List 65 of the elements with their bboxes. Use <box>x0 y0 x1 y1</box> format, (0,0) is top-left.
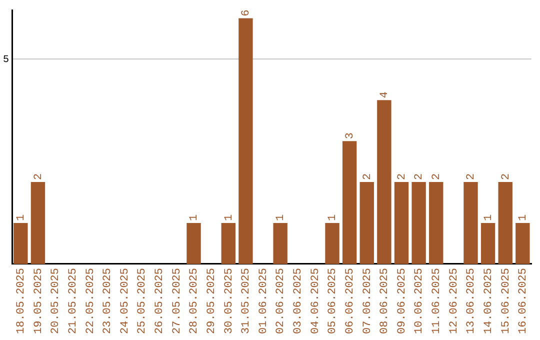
x-tick-label: 20.05.2025 <box>50 268 62 334</box>
x-tick-label: 02.06.2025 <box>275 268 288 334</box>
x-tick-label: 22.05.2025 <box>84 268 97 334</box>
x-tick-label: 08.06.2025 <box>379 268 392 334</box>
data-label: 2 <box>32 173 45 180</box>
bar <box>429 182 444 264</box>
data-label: 1 <box>275 214 288 222</box>
data-label: 2 <box>396 173 408 180</box>
data-label: 2 <box>414 173 426 180</box>
bar <box>30 182 46 264</box>
bar <box>412 182 426 264</box>
x-tick-label: 27.05.2025 <box>171 268 184 334</box>
data-label: 3 <box>344 132 356 140</box>
data-label: 1 <box>16 214 28 222</box>
data-label: 6 <box>240 10 253 16</box>
bar <box>377 100 392 264</box>
data-label: 1 <box>518 214 530 222</box>
x-tick-label: 30.05.2025 <box>223 268 236 334</box>
bar <box>480 223 496 264</box>
x-tick-label: 15.06.2025 <box>500 268 512 334</box>
x-tick-label: 18.05.2025 <box>16 268 28 334</box>
x-tick-label: 04.06.2025 <box>310 268 322 334</box>
x-tick-label: 10.06.2025 <box>414 268 426 334</box>
data-label: 2 <box>362 173 374 180</box>
x-tick-label: 24.05.2025 <box>119 268 132 334</box>
bar <box>14 223 28 264</box>
x-tick-label: 11.06.2025 <box>431 268 444 334</box>
data-label: 1 <box>482 214 495 222</box>
x-tick-label: 29.05.2025 <box>206 268 218 334</box>
data-label: 2 <box>431 173 444 180</box>
bar <box>221 223 236 264</box>
x-tick-label: 03.06.2025 <box>292 268 305 334</box>
x-tick-label: 19.05.2025 <box>32 268 45 334</box>
bar <box>360 182 374 264</box>
x-tick-label: 21.05.2025 <box>67 268 80 334</box>
x-tick-label: 05.06.2025 <box>327 268 340 334</box>
bar <box>342 141 357 264</box>
x-tick-label: 06.06.2025 <box>344 268 356 334</box>
bar <box>464 182 478 264</box>
data-label: 1 <box>188 214 201 222</box>
y-tick-label: 5 <box>2 54 9 66</box>
data-label: 2 <box>466 173 478 180</box>
x-tick-label: 23.05.2025 <box>102 268 114 334</box>
x-tick-label: 01.06.2025 <box>258 268 270 334</box>
bar <box>238 18 253 264</box>
x-tick-label: 26.05.2025 <box>154 268 166 334</box>
x-tick-label: 13.06.2025 <box>466 268 478 334</box>
bar <box>186 223 201 264</box>
data-label: 1 <box>327 214 340 222</box>
x-tick-label: 07.06.2025 <box>362 268 374 334</box>
bar <box>498 182 512 264</box>
bar <box>273 223 288 264</box>
data-label: 1 <box>223 214 236 222</box>
bar <box>325 223 340 264</box>
bar <box>394 182 409 264</box>
x-tick-label: 28.05.2025 <box>188 268 201 334</box>
x-tick-label: 14.06.2025 <box>482 268 495 334</box>
x-tick-label: 12.06.2025 <box>448 268 460 334</box>
data-label: 4 <box>379 91 392 98</box>
data-label: 2 <box>500 173 512 180</box>
x-tick-label: 09.06.2025 <box>396 268 408 334</box>
bar <box>516 223 530 264</box>
x-tick-label: 25.05.2025 <box>136 268 149 334</box>
x-tick-label: 16.06.2025 <box>518 268 530 334</box>
x-tick-label: 31.05.2025 <box>240 268 253 334</box>
